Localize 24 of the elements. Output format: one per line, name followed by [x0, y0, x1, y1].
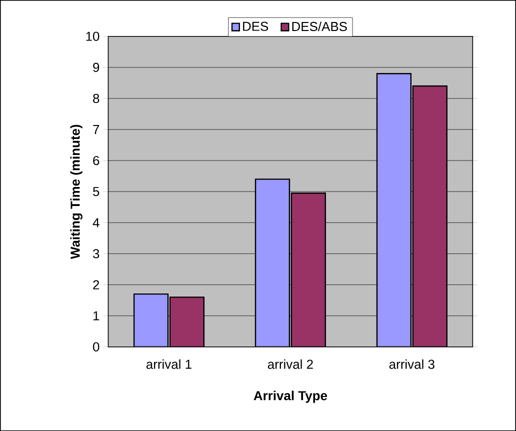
y-tick-label: 10	[86, 32, 100, 41]
bar	[169, 296, 205, 347]
legend-label: DES	[243, 22, 268, 31]
y-tick-label: 1	[93, 311, 100, 320]
y-axis-title: Waiting Time (minute)	[70, 124, 82, 259]
bar	[254, 178, 290, 347]
y-tick-label: 3	[93, 249, 100, 258]
bar	[376, 72, 412, 347]
bar	[133, 293, 169, 347]
y-tick-label: 8	[93, 94, 100, 103]
x-tick-label: arrival 2	[268, 359, 313, 369]
y-tick-label: 5	[93, 187, 100, 196]
y-tick-label: 0	[93, 342, 100, 352]
bar	[290, 192, 326, 347]
legend-label: DES/ABS	[292, 22, 347, 32]
y-tick-label: 2	[93, 280, 100, 290]
y-tick-label: 6	[93, 156, 100, 166]
y-tick-label: 7	[93, 124, 100, 134]
x-tick-label: arrival 3	[389, 359, 434, 369]
bar	[412, 85, 448, 347]
y-tick-label: 9	[93, 62, 100, 72]
x-axis-title: Arrival Type	[254, 390, 328, 403]
y-tick-label: 4	[92, 218, 100, 228]
x-tick-label: arrival 1	[146, 359, 192, 369]
